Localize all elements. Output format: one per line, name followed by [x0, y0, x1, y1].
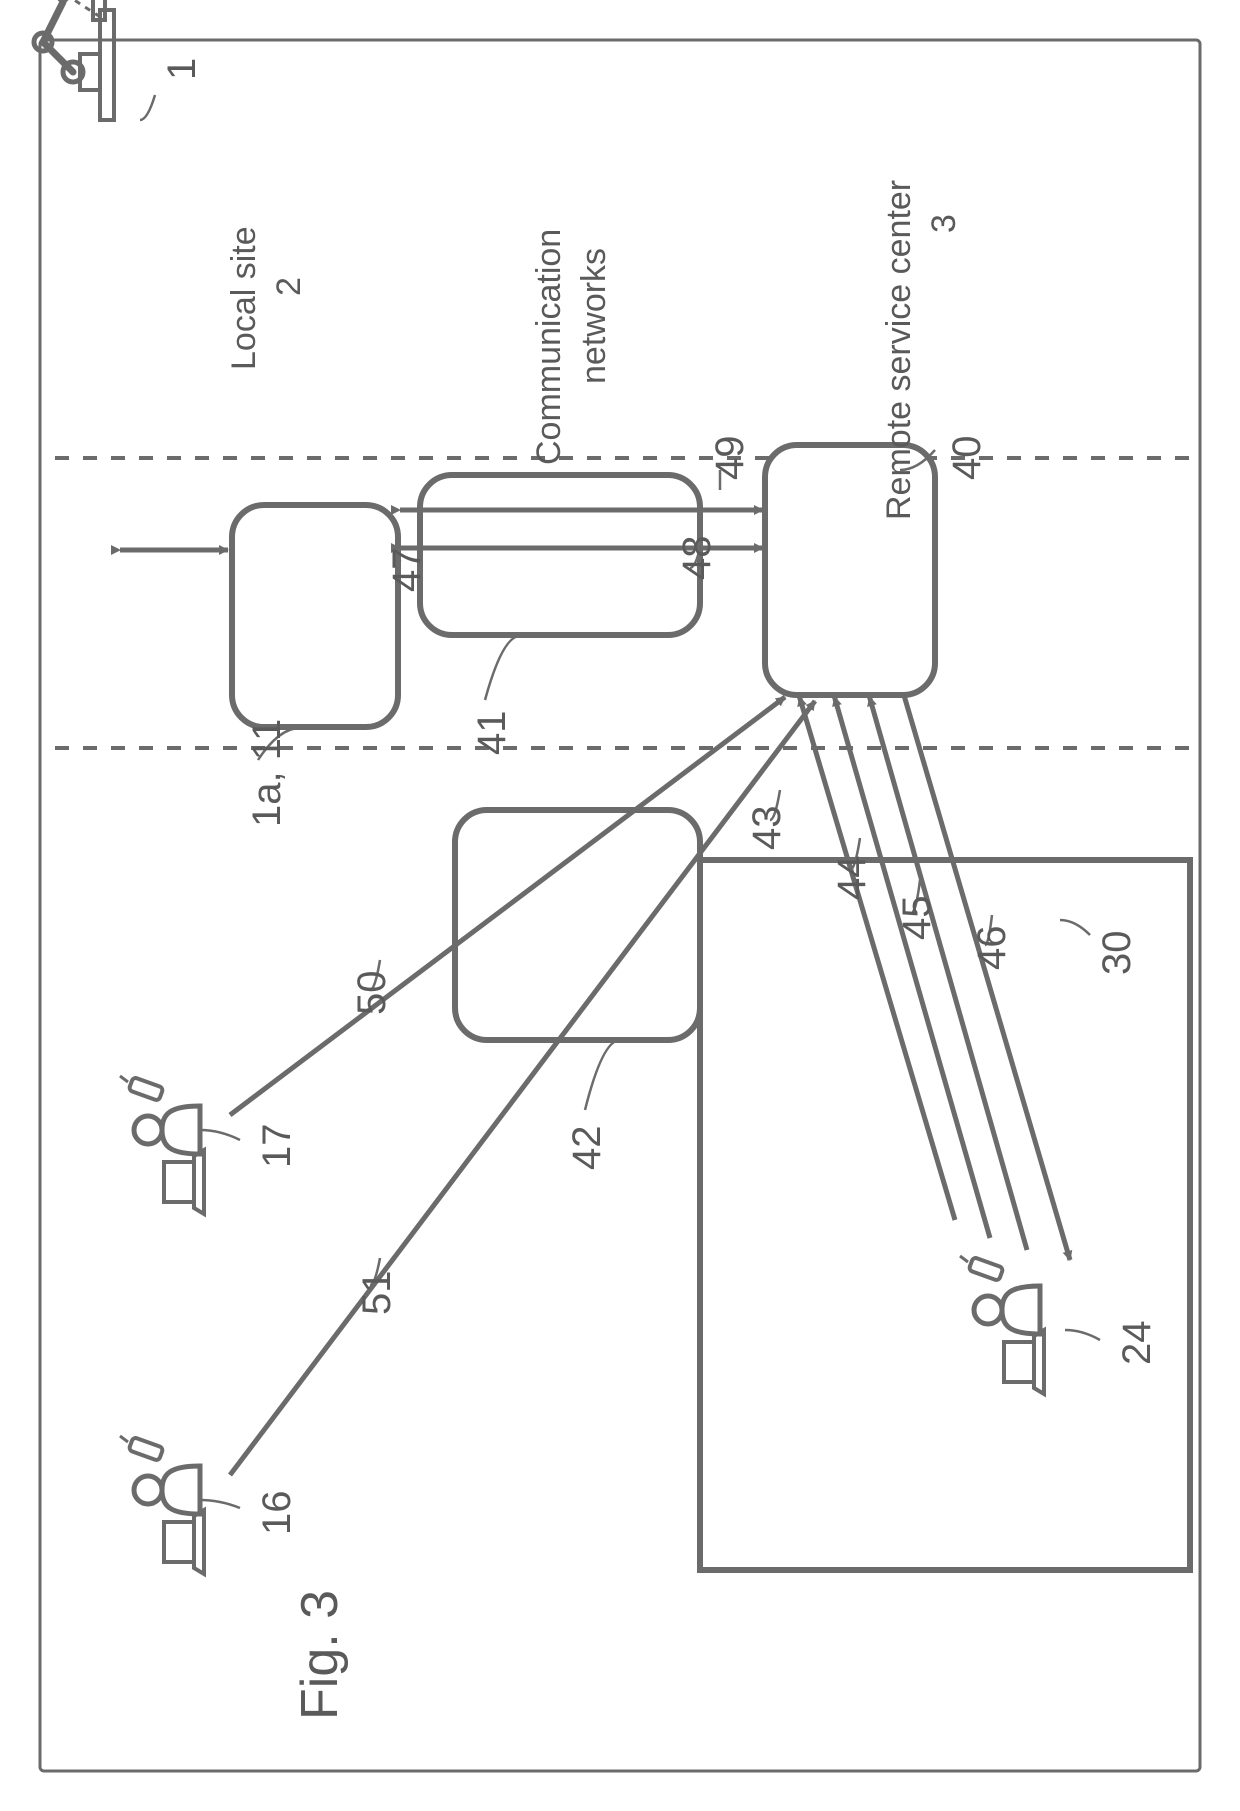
- zone-remote-title: Remote service center: [880, 180, 919, 520]
- zone-local-title: Local site: [225, 226, 264, 370]
- diagram-svg: [0, 0, 1240, 1811]
- zone-remote-sub: 3: [925, 214, 964, 233]
- zone-network-title: Communication: [530, 229, 569, 465]
- ref-server: 40: [945, 436, 990, 481]
- ref-44: 44: [830, 856, 875, 901]
- ref-46: 46: [970, 926, 1015, 971]
- ref-50: 50: [350, 971, 395, 1016]
- ref-48: 48: [675, 536, 720, 581]
- ref-43: 43: [745, 806, 790, 851]
- ref-user17: 17: [255, 1124, 300, 1169]
- zone-local-sub: 2: [270, 277, 309, 296]
- zone-network-sub: networks: [575, 248, 614, 384]
- ref-49: 49: [708, 436, 753, 481]
- ref-51: 51: [355, 1271, 400, 1316]
- figure-caption: Fig. 3: [290, 1590, 350, 1720]
- ref-user24: 24: [1115, 1321, 1160, 1366]
- ref-robot: 1: [160, 58, 205, 80]
- ref-local-box: 1a, 11: [245, 719, 290, 827]
- ref-user16: 16: [255, 1491, 300, 1536]
- ref-net2: 42: [565, 1126, 610, 1171]
- ref-net1: 41: [470, 711, 515, 756]
- ref-45: 45: [895, 896, 940, 941]
- ref-room: 30: [1095, 931, 1140, 976]
- ref-47: 47: [385, 548, 430, 593]
- diagram-canvas: Local site 2 Communication networks Remo…: [0, 0, 1240, 1811]
